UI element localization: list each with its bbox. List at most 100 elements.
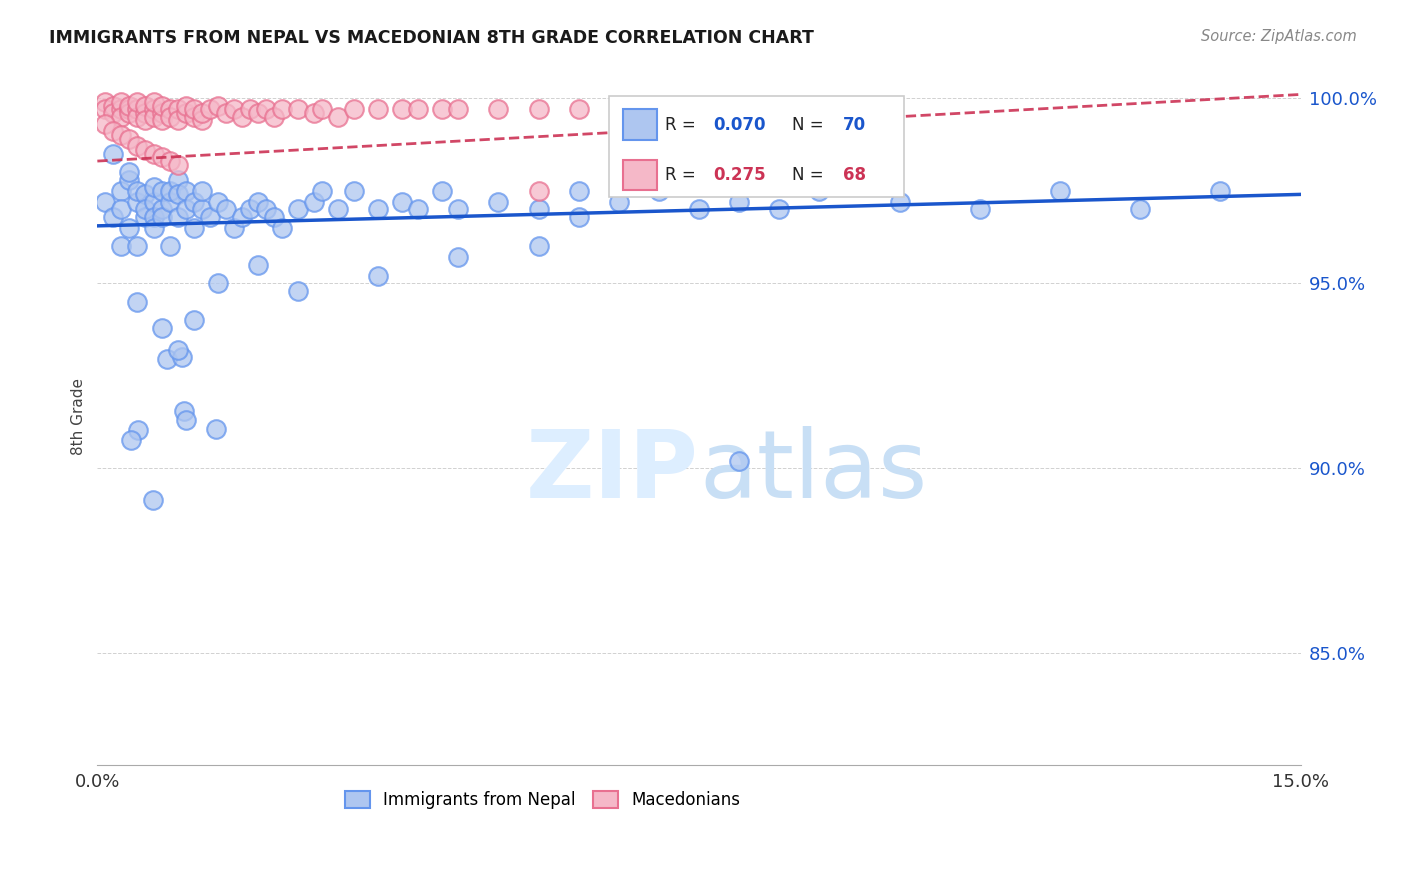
Point — [142, 102, 165, 116]
Point — [183, 102, 205, 116]
Point — [190, 113, 212, 128]
Point — [150, 320, 173, 334]
Point — [134, 210, 156, 224]
Point — [190, 106, 212, 120]
Point — [239, 202, 262, 217]
Point — [127, 102, 149, 116]
Point — [447, 250, 470, 264]
Point — [367, 102, 389, 116]
Point — [103, 106, 125, 120]
Point — [174, 413, 197, 427]
Point — [198, 102, 221, 116]
Text: N =: N = — [792, 116, 828, 134]
Point — [103, 146, 125, 161]
Point — [326, 202, 349, 217]
Point — [166, 113, 188, 128]
Point — [94, 102, 117, 116]
Point — [134, 143, 156, 157]
Point — [391, 102, 413, 116]
Point — [447, 202, 470, 217]
Point — [127, 294, 149, 309]
Point — [302, 106, 325, 120]
Point — [808, 184, 831, 198]
Point — [127, 194, 149, 209]
Point — [159, 110, 181, 124]
Point — [406, 102, 429, 116]
Point — [174, 184, 197, 198]
Text: N =: N = — [792, 166, 828, 184]
Point — [207, 277, 229, 291]
Point — [166, 158, 188, 172]
Point — [207, 98, 229, 112]
Point — [142, 180, 165, 194]
Point — [134, 202, 156, 217]
Point — [432, 102, 454, 116]
Point — [607, 102, 630, 116]
Point — [183, 194, 205, 209]
Point — [728, 454, 751, 468]
Point — [173, 404, 195, 418]
Y-axis label: 8th Grade: 8th Grade — [72, 378, 86, 455]
Point — [134, 98, 156, 112]
Text: R =: R = — [665, 166, 702, 184]
Point — [287, 284, 309, 298]
Point — [190, 184, 212, 198]
Point — [287, 202, 309, 217]
Point — [118, 102, 141, 116]
Point — [254, 102, 277, 116]
Point — [343, 184, 366, 198]
Point — [150, 106, 173, 120]
Point — [150, 98, 173, 112]
Point — [150, 202, 173, 217]
Point — [239, 102, 262, 116]
Text: IMMIGRANTS FROM NEPAL VS MACEDONIAN 8TH GRADE CORRELATION CHART: IMMIGRANTS FROM NEPAL VS MACEDONIAN 8TH … — [49, 29, 814, 46]
Point — [527, 184, 550, 198]
Point — [270, 220, 292, 235]
Point — [142, 146, 165, 161]
Point — [142, 110, 165, 124]
Point — [174, 202, 197, 217]
Point — [648, 184, 671, 198]
Point — [134, 187, 156, 202]
Text: 0.070: 0.070 — [713, 116, 766, 134]
Point — [198, 210, 221, 224]
Point — [127, 239, 149, 253]
Point — [142, 194, 165, 209]
FancyBboxPatch shape — [609, 96, 904, 197]
Point — [159, 154, 181, 169]
Point — [110, 128, 132, 143]
Point — [94, 95, 117, 109]
Point — [246, 258, 269, 272]
Point — [969, 202, 991, 217]
Point — [174, 106, 197, 120]
Point — [215, 202, 238, 217]
Point — [166, 343, 188, 357]
Point — [391, 194, 413, 209]
Point — [728, 194, 751, 209]
Text: atlas: atlas — [699, 426, 927, 518]
Point — [103, 124, 125, 138]
Point — [142, 210, 165, 224]
Point — [527, 202, 550, 217]
Point — [648, 102, 671, 116]
Point — [118, 172, 141, 186]
Point — [103, 98, 125, 112]
Point — [110, 202, 132, 217]
Point — [889, 194, 911, 209]
Point — [1049, 184, 1071, 198]
Point — [159, 194, 181, 209]
Point — [263, 210, 285, 224]
Point — [432, 184, 454, 198]
Point — [231, 110, 253, 124]
Point — [118, 165, 141, 179]
Point — [254, 202, 277, 217]
Point — [127, 95, 149, 109]
Point — [110, 239, 132, 253]
Point — [142, 220, 165, 235]
Point — [215, 106, 238, 120]
Point — [488, 194, 510, 209]
Point — [159, 239, 181, 253]
Point — [311, 184, 333, 198]
Point — [118, 98, 141, 112]
Point — [183, 110, 205, 124]
